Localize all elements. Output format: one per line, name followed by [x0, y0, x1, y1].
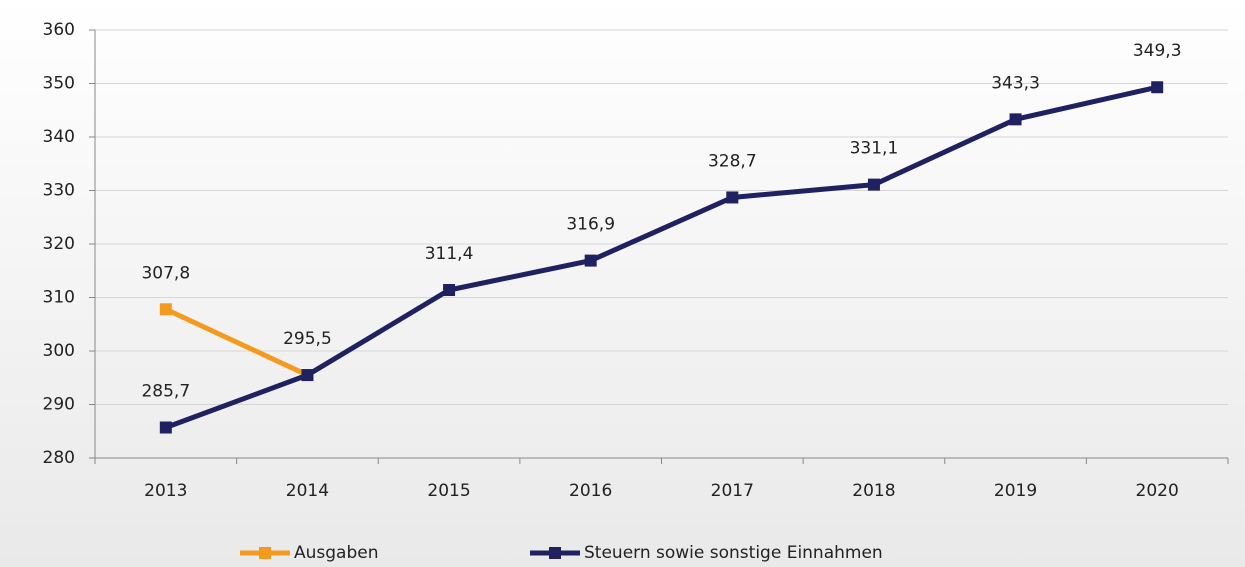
x-tick-label: 2017 [711, 481, 754, 501]
x-tick-label: 2020 [1136, 481, 1179, 501]
y-tick-label: 310 [43, 288, 75, 308]
data-label: 331,1 [850, 139, 899, 159]
data-label: 349,3 [1133, 41, 1182, 61]
y-tick-label: 340 [43, 127, 75, 147]
series-line [164, 307, 309, 378]
marker [584, 254, 597, 267]
data-label: 328,7 [708, 151, 757, 171]
y-tick-label: 280 [43, 448, 75, 468]
marker [867, 178, 880, 191]
series-line [164, 84, 1158, 430]
x-tick-label: 2015 [427, 481, 470, 501]
data-label: 295,5 [283, 329, 332, 349]
x-tick-label: 2014 [286, 481, 329, 501]
x-tick-label: 2018 [852, 481, 895, 501]
data-label: 285,7 [141, 382, 190, 402]
marker [159, 421, 172, 434]
y-tick-label: 360 [43, 20, 75, 40]
marker [443, 284, 456, 297]
y-tick-label: 300 [43, 341, 75, 361]
x-tick-label: 2013 [144, 481, 187, 501]
marker [159, 303, 172, 316]
marker [726, 191, 739, 204]
data-label: 316,9 [566, 215, 615, 235]
data-label: 307,8 [141, 263, 190, 283]
legend-marker [549, 547, 561, 559]
marker [1151, 81, 1164, 94]
marker [301, 369, 314, 382]
y-tick-label: 320 [43, 234, 75, 254]
x-tick-label: 2016 [569, 481, 612, 501]
y-tick-label: 290 [43, 395, 75, 415]
legend-label: Steuern sowie sonstige Einnahmen [584, 543, 883, 563]
legend-label: Ausgaben [294, 543, 379, 563]
y-tick-label: 350 [43, 74, 75, 94]
x-tick-label: 2019 [994, 481, 1037, 501]
legend-marker [259, 547, 271, 559]
marker [1009, 113, 1022, 126]
y-tick-label: 330 [43, 181, 75, 201]
data-label: 343,3 [991, 73, 1040, 93]
data-label: 311,4 [425, 244, 474, 264]
